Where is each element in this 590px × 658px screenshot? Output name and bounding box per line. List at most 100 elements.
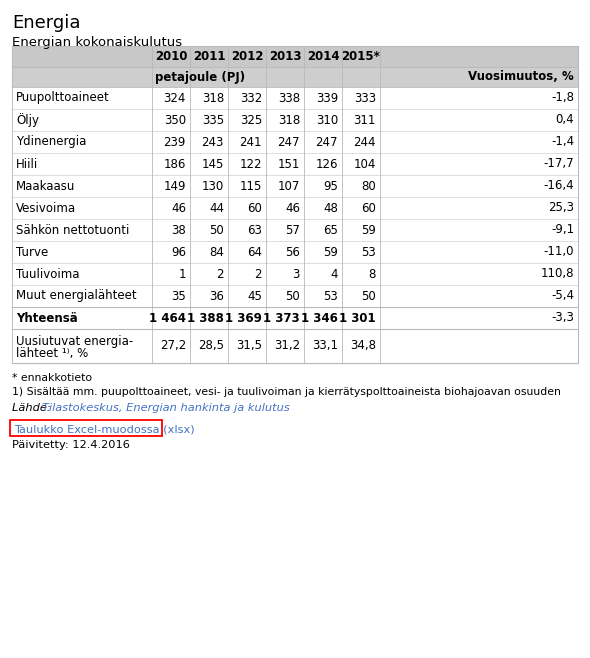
Text: Maakaasu: Maakaasu bbox=[16, 180, 76, 193]
Bar bbox=[12, 131, 578, 153]
Text: Energia: Energia bbox=[12, 14, 80, 32]
Text: 25,3: 25,3 bbox=[548, 201, 574, 215]
Text: 50: 50 bbox=[361, 290, 376, 303]
Text: Päivitetty: 12.4.2016: Päivitetty: 12.4.2016 bbox=[12, 440, 130, 450]
Text: 311: 311 bbox=[353, 113, 376, 126]
Text: 95: 95 bbox=[323, 180, 338, 193]
Text: 64: 64 bbox=[247, 245, 262, 259]
Text: 31,2: 31,2 bbox=[274, 340, 300, 353]
Text: 3: 3 bbox=[293, 268, 300, 280]
Text: * ennakkotieto: * ennakkotieto bbox=[12, 373, 92, 383]
Text: petajoule (PJ): petajoule (PJ) bbox=[155, 70, 245, 84]
Text: 145: 145 bbox=[202, 157, 224, 170]
Text: Energian kokonaiskulutus: Energian kokonaiskulutus bbox=[12, 36, 182, 49]
Bar bbox=[12, 175, 578, 197]
Text: 1 464: 1 464 bbox=[149, 311, 186, 324]
Text: 122: 122 bbox=[240, 157, 262, 170]
Text: lähteet ¹⁾, %: lähteet ¹⁾, % bbox=[16, 347, 88, 359]
Text: 60: 60 bbox=[361, 201, 376, 215]
Text: 186: 186 bbox=[163, 157, 186, 170]
Text: 35: 35 bbox=[171, 290, 186, 303]
Text: -9,1: -9,1 bbox=[551, 224, 574, 236]
Text: 60: 60 bbox=[247, 201, 262, 215]
Text: 80: 80 bbox=[361, 180, 376, 193]
Text: 2013: 2013 bbox=[269, 50, 301, 63]
Text: 56: 56 bbox=[285, 245, 300, 259]
Text: -3,3: -3,3 bbox=[551, 311, 574, 324]
Text: Tuulivoima: Tuulivoima bbox=[16, 268, 80, 280]
Text: 333: 333 bbox=[354, 91, 376, 105]
Bar bbox=[12, 67, 578, 87]
Text: 1 301: 1 301 bbox=[339, 311, 376, 324]
Text: 318: 318 bbox=[278, 113, 300, 126]
Text: Hiili: Hiili bbox=[16, 157, 38, 170]
Text: Öljy: Öljy bbox=[16, 113, 39, 127]
Text: 1 369: 1 369 bbox=[225, 311, 262, 324]
Text: 36: 36 bbox=[209, 290, 224, 303]
Text: 27,2: 27,2 bbox=[160, 340, 186, 353]
Text: 28,5: 28,5 bbox=[198, 340, 224, 353]
Text: 2015*: 2015* bbox=[342, 50, 381, 63]
Text: 107: 107 bbox=[278, 180, 300, 193]
Text: 332: 332 bbox=[240, 91, 262, 105]
Bar bbox=[12, 46, 578, 67]
Text: 335: 335 bbox=[202, 113, 224, 126]
Text: 325: 325 bbox=[240, 113, 262, 126]
Text: Sähkön nettotuonti: Sähkön nettotuonti bbox=[16, 224, 129, 236]
Text: 50: 50 bbox=[285, 290, 300, 303]
Text: -16,4: -16,4 bbox=[543, 180, 574, 193]
Text: 247: 247 bbox=[316, 136, 338, 149]
Text: 4: 4 bbox=[330, 268, 338, 280]
Text: Turve: Turve bbox=[16, 245, 48, 259]
Bar bbox=[12, 109, 578, 131]
Text: 126: 126 bbox=[316, 157, 338, 170]
Text: 1: 1 bbox=[179, 268, 186, 280]
Text: Lähde:: Lähde: bbox=[12, 403, 54, 413]
Text: 2: 2 bbox=[217, 268, 224, 280]
Text: -1,8: -1,8 bbox=[551, 91, 574, 105]
Text: 96: 96 bbox=[171, 245, 186, 259]
Text: 46: 46 bbox=[171, 201, 186, 215]
Text: 63: 63 bbox=[247, 224, 262, 236]
Text: 0,4: 0,4 bbox=[555, 113, 574, 126]
Text: 2014: 2014 bbox=[307, 50, 339, 63]
Text: 59: 59 bbox=[323, 245, 338, 259]
Bar bbox=[12, 197, 578, 219]
Text: -1,4: -1,4 bbox=[551, 136, 574, 149]
Text: 44: 44 bbox=[209, 201, 224, 215]
Bar bbox=[12, 153, 578, 175]
Text: 33,1: 33,1 bbox=[312, 340, 338, 353]
Text: 247: 247 bbox=[277, 136, 300, 149]
Text: Vesivoima: Vesivoima bbox=[16, 201, 76, 215]
Text: Puupolttoaineet: Puupolttoaineet bbox=[16, 91, 110, 105]
Text: 34,8: 34,8 bbox=[350, 340, 376, 353]
Text: 350: 350 bbox=[164, 113, 186, 126]
Text: Ydinenergia: Ydinenergia bbox=[16, 136, 86, 149]
Bar bbox=[12, 329, 578, 363]
Bar bbox=[12, 219, 578, 241]
Text: 65: 65 bbox=[323, 224, 338, 236]
Text: Tilastokeskus, Energian hankinta ja kulutus: Tilastokeskus, Energian hankinta ja kulu… bbox=[42, 403, 290, 413]
Text: 244: 244 bbox=[353, 136, 376, 149]
Text: 1 373: 1 373 bbox=[263, 311, 300, 324]
Text: -17,7: -17,7 bbox=[543, 157, 574, 170]
Text: 318: 318 bbox=[202, 91, 224, 105]
Text: 115: 115 bbox=[240, 180, 262, 193]
Bar bbox=[12, 263, 578, 285]
Text: 2: 2 bbox=[254, 268, 262, 280]
Text: 31,5: 31,5 bbox=[236, 340, 262, 353]
Text: Taulukko Excel-muodossa (xlsx): Taulukko Excel-muodossa (xlsx) bbox=[14, 424, 195, 434]
Bar bbox=[12, 285, 578, 307]
Text: 339: 339 bbox=[316, 91, 338, 105]
Text: Vuosimuutos, %: Vuosimuutos, % bbox=[468, 70, 574, 84]
Text: Uusiutuvat energia-: Uusiutuvat energia- bbox=[16, 334, 133, 347]
Text: Muut energialähteet: Muut energialähteet bbox=[16, 290, 137, 303]
Text: 338: 338 bbox=[278, 91, 300, 105]
Text: 243: 243 bbox=[202, 136, 224, 149]
Text: 45: 45 bbox=[247, 290, 262, 303]
Text: 53: 53 bbox=[361, 245, 376, 259]
Text: 149: 149 bbox=[163, 180, 186, 193]
Text: 1 346: 1 346 bbox=[301, 311, 338, 324]
Text: 110,8: 110,8 bbox=[540, 268, 574, 280]
Text: 2011: 2011 bbox=[193, 50, 225, 63]
